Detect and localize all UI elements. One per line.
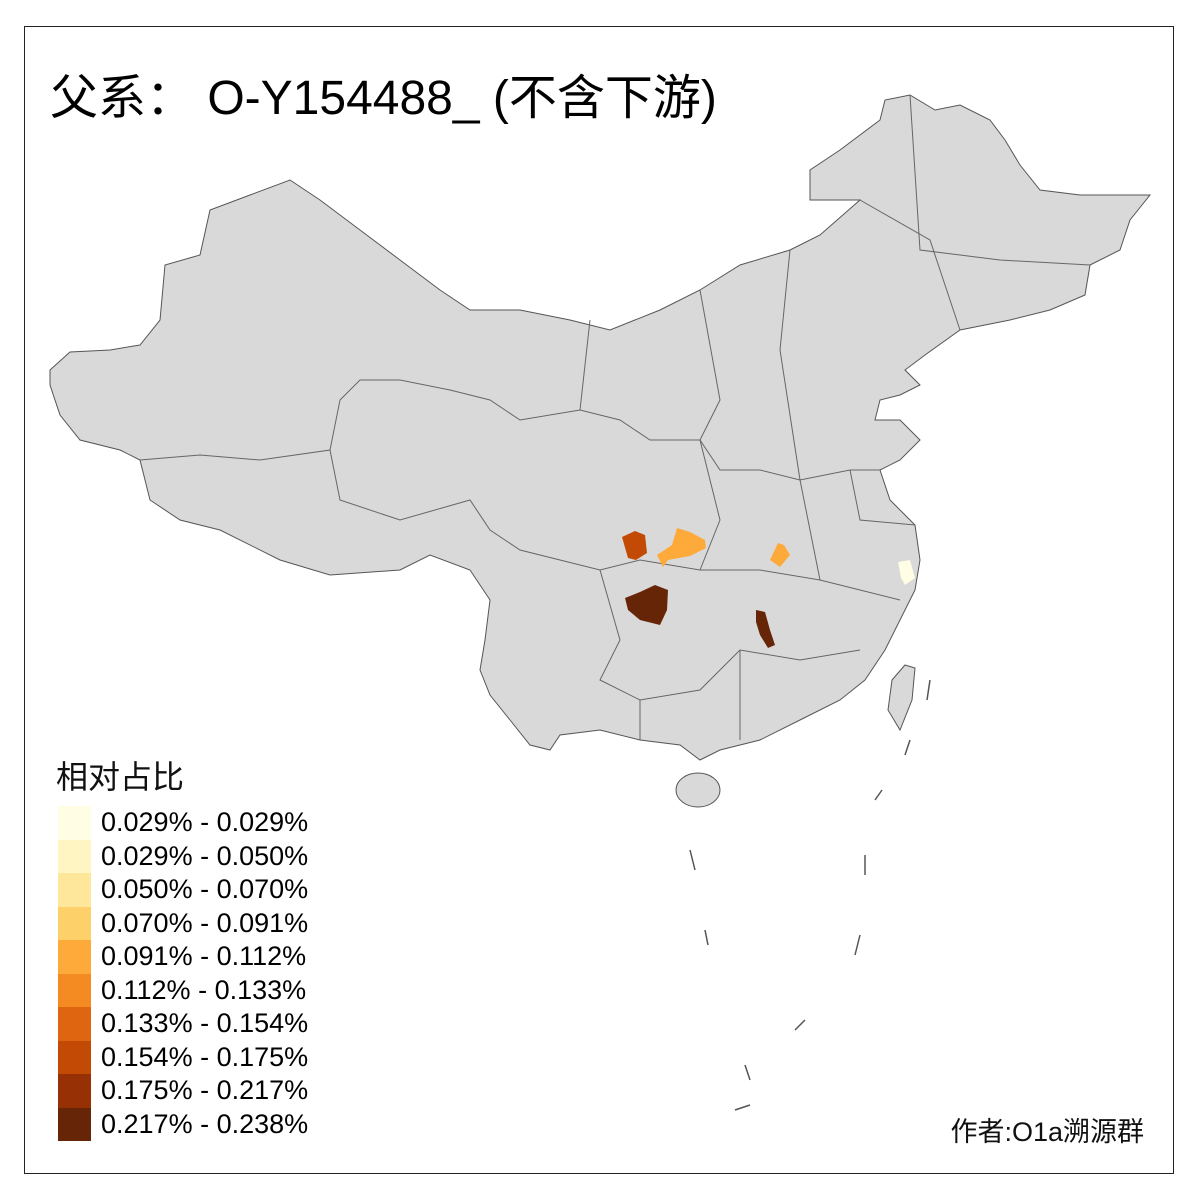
region-0154-0175 — [622, 531, 647, 560]
legend-item: 0.175% - 0.217% — [58, 1074, 308, 1108]
legend-item: 0.050% - 0.070% — [58, 873, 308, 907]
legend-item: 0.029% - 0.029% — [58, 806, 308, 840]
legend-item: 0.217% - 0.238% — [58, 1107, 309, 1141]
legend-swatch — [58, 1040, 91, 1074]
legend-title: 相对占比 — [56, 759, 185, 795]
legend-label: 0.112% - 0.133% — [101, 974, 307, 1005]
legend-item: 0.091% - 0.112% — [58, 940, 308, 974]
taiwan-island — [887, 664, 916, 732]
legend-item: 0.154% - 0.175% — [58, 1040, 309, 1074]
region-0091-0112-a — [657, 528, 706, 567]
legend-swatch — [58, 1007, 91, 1041]
legend-label: 0.217% - 0.238% — [101, 1108, 309, 1139]
legend-swatch — [58, 839, 91, 873]
legend-swatch — [58, 806, 91, 840]
legend: 0.029% - 0.029% 0.029% - 0.050% 0.050% - 0… — [58, 806, 308, 1141]
south-china-sea-islands — [689, 679, 931, 1111]
plot-frame — [24, 26, 1174, 1174]
legend-item: 0.133% - 0.154% — [58, 1007, 308, 1041]
map-title: 父系： O-Y154488_ (不含下游) — [50, 72, 717, 125]
legend-swatch — [58, 1074, 91, 1108]
legend-item: 0.029% - 0.050% — [58, 839, 309, 873]
legend-swatch — [58, 873, 91, 907]
legend-label: 0.029% - 0.050% — [101, 840, 309, 871]
author-credit: 作者:O1a溯源群 — [950, 1117, 1144, 1147]
legend-label: 0.091% - 0.112% — [101, 941, 307, 972]
legend-swatch — [58, 940, 91, 974]
legend-label: 0.029% - 0.029% — [101, 807, 309, 838]
legend-label: 0.133% - 0.154% — [101, 1008, 309, 1039]
legend-item: 0.112% - 0.133% — [58, 973, 308, 1007]
china-mainland — [49, 94, 1152, 761]
region-0217-0238-b — [756, 610, 775, 648]
legend-label: 0.154% - 0.175% — [101, 1041, 309, 1072]
region-0217-0238-a — [625, 585, 668, 625]
legend-swatch — [58, 906, 91, 940]
legend-label: 0.175% - 0.217% — [101, 1075, 309, 1106]
hainan-island — [675, 772, 721, 808]
legend-label: 0.070% - 0.091% — [101, 907, 309, 938]
legend-label: 0.050% - 0.070% — [101, 874, 309, 905]
region-0091-0112-b — [770, 543, 790, 567]
legend-swatch — [58, 973, 91, 1007]
legend-item: 0.070% - 0.091% — [58, 906, 309, 940]
highlighted-regions — [622, 528, 915, 648]
region-0029-0029 — [898, 560, 915, 585]
province-borders — [139, 94, 1091, 740]
legend-swatch — [58, 1107, 91, 1141]
